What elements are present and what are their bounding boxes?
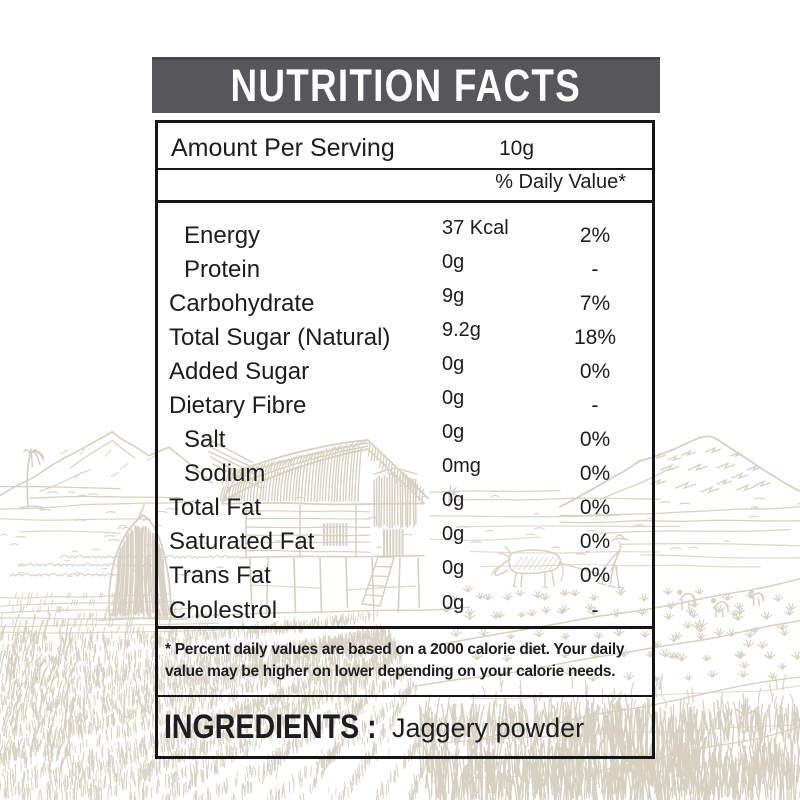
nutrition-facts-title: NUTRITION FACTS <box>230 60 582 111</box>
serving-size-value: 10g <box>499 137 535 160</box>
nutrient-percent: 0% <box>579 530 611 554</box>
nutrient-row: Salt 0g 0% <box>158 421 652 455</box>
nutrient-amount: 0g <box>442 523 465 546</box>
nutrition-label-box: Amount Per Serving 10g % Daily Value* En… <box>155 120 655 759</box>
divider-under-serving <box>158 168 652 170</box>
nutrient-percent: 0% <box>579 462 611 486</box>
nutrient-percent: 18% <box>573 325 617 349</box>
nutrient-name: Trans Fat <box>169 562 271 590</box>
nutrient-percent: - <box>591 257 599 281</box>
nutrient-amount: 37 Kcal <box>442 216 509 239</box>
nutrient-row: Total Sugar (Natural) 9.2g 18% <box>158 319 652 353</box>
nutrient-name: Saturated Fat <box>169 528 315 556</box>
footnote-line-1: * Percent daily values are based on a 20… <box>165 641 625 658</box>
nutrient-name: Sodium <box>184 460 266 488</box>
nutrient-name: Added Sugar <box>169 357 310 385</box>
daily-value-footnote: * Percent daily values are based on a 20… <box>165 639 625 683</box>
nutrient-percent: - <box>591 598 599 622</box>
nutrient-row: Sodium 0mg 0% <box>158 455 652 489</box>
nutrient-name: Total Fat <box>169 494 262 522</box>
nutrient-amount: 0g <box>442 386 465 409</box>
nutrient-amount: 9g <box>442 284 465 307</box>
divider-above-ingredients <box>158 695 652 697</box>
nutrient-percent: - <box>591 393 599 417</box>
nutrient-row: Energy 37 Kcal 2% <box>158 217 652 251</box>
nutrient-name: Carbohydrate <box>169 289 315 317</box>
nutrient-percent: 7% <box>579 291 611 315</box>
nutrient-row: Trans Fat 0g 0% <box>158 557 652 591</box>
nutrient-amount: 0g <box>442 352 465 375</box>
daily-value-header: % Daily Value* <box>495 171 626 193</box>
divider-under-daily-value <box>158 200 652 203</box>
nutrient-percent: 2% <box>579 223 611 247</box>
nutrient-row: Added Sugar 0g 0% <box>158 353 652 387</box>
nutrient-amount: 9.2g <box>442 318 481 341</box>
nutrition-facts-header-bar: NUTRITION FACTS <box>152 57 660 113</box>
nutrient-rows: Energy 37 Kcal 2% Protein 0g - Carbohydrate 9g 7… <box>158 217 652 626</box>
ingredients-value: Jaggery powder <box>392 713 585 743</box>
nutrient-name: Cholestrol <box>169 596 278 624</box>
nutrient-name: Salt <box>184 426 226 454</box>
nutrient-amount: 0g <box>442 250 465 273</box>
amount-per-serving-label: Amount Per Serving <box>171 134 395 162</box>
nutrient-percent: 0% <box>579 428 611 452</box>
nutrient-percent: 0% <box>579 564 611 588</box>
footnote-line-2: value may be higher on lower depending o… <box>165 663 616 680</box>
nutrient-name: Dietary Fibre <box>169 391 307 419</box>
nutrient-amount: 0g <box>442 591 465 614</box>
nutrient-amount: 0g <box>442 557 465 580</box>
nutrient-row: Total Fat 0g 0% <box>158 489 652 523</box>
nutrient-name: Total Sugar (Natural) <box>169 323 391 351</box>
nutrient-amount: 0g <box>442 421 465 444</box>
nutrient-percent: 0% <box>579 496 611 520</box>
nutrient-row: Cholestrol 0g - <box>158 592 652 626</box>
nutrient-percent: 0% <box>579 359 611 383</box>
nutrient-name: Energy <box>184 221 261 249</box>
divider-above-footnote <box>158 626 652 629</box>
nutrient-row: Carbohydrate 9g 7% <box>158 285 652 319</box>
ingredients-label: INGREDIENTS : <box>164 708 377 746</box>
nutrient-name: Protein <box>184 255 261 283</box>
nutrient-row: Protein 0g - <box>158 251 652 285</box>
nutrient-row: Dietary Fibre 0g - <box>158 387 652 421</box>
nutrient-row: Saturated Fat 0g 0% <box>158 523 652 557</box>
nutrient-amount: 0g <box>442 489 465 512</box>
nutrient-amount: 0mg <box>442 455 481 478</box>
